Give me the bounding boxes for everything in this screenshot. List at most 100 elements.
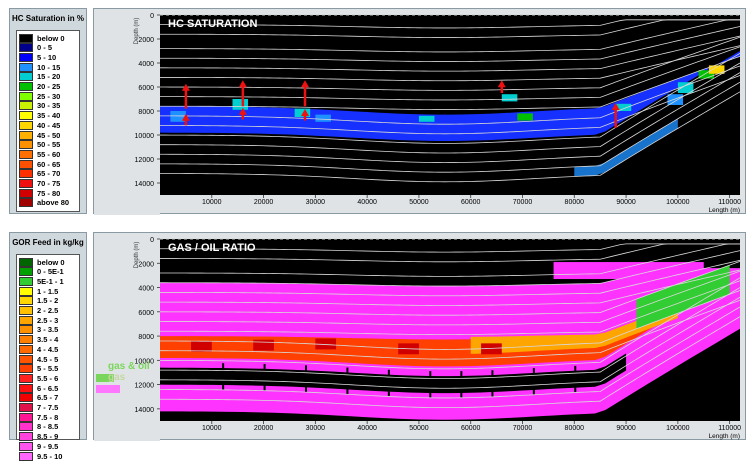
horizon-line <box>159 26 741 62</box>
x-tick-label: 70000 <box>513 199 533 206</box>
horizon-line <box>159 290 741 350</box>
hc-saturation-panel: HC SATURATION Depth (m) 0 2000 4000 6000 8000 1… <box>93 8 746 215</box>
gor-fault-streak <box>532 368 535 395</box>
legend-swatch <box>19 451 33 461</box>
x-tick-label: 60000 <box>461 425 481 432</box>
legend-label: 30 - 35 <box>37 101 61 111</box>
legend-item: 60 - 65 <box>19 159 60 169</box>
gor-gap-layer <box>160 353 627 394</box>
legend-swatch <box>19 422 33 432</box>
y-tick-label: 14000 <box>135 181 155 188</box>
x-tick-label: 70000 <box>513 425 533 432</box>
horizon-line <box>159 270 741 326</box>
migration-arrowhead <box>611 103 620 110</box>
saturation-patch <box>698 70 715 79</box>
legend-swatch <box>19 403 33 412</box>
horizon-line <box>159 35 741 72</box>
saturation-patch <box>418 115 435 122</box>
y-tick-label: 6000 <box>138 310 154 317</box>
legend-swatch <box>19 373 33 383</box>
legend-swatch <box>19 33 33 43</box>
legend-item: 4.5 - 5 <box>19 354 58 364</box>
x-tick-label: 80000 <box>565 199 585 206</box>
legend-item: above 80 <box>19 198 69 208</box>
horizon-line <box>159 280 741 336</box>
legend-swatch <box>19 62 33 72</box>
horizon-line <box>159 19 740 29</box>
legend-item: 0 - 5 <box>19 43 52 53</box>
legend-swatch <box>19 315 33 325</box>
saturation-patch <box>667 94 684 105</box>
saturation-patch <box>708 65 725 74</box>
legend-swatch <box>19 149 33 159</box>
x-tick-label: 50000 <box>409 425 429 432</box>
legend-item: 2.5 - 3 <box>19 315 58 325</box>
legend-item: 70 - 75 <box>19 179 60 189</box>
legend-label: above 80 <box>37 198 70 208</box>
x-tick-label: 50000 <box>409 199 429 206</box>
legend-label: 10 - 15 <box>37 62 61 72</box>
legend-swatch <box>19 354 33 364</box>
legend-label: 1.5 - 2 <box>37 296 59 306</box>
x-tick-label: 30000 <box>306 199 326 206</box>
migration-arrowhead <box>301 80 309 88</box>
hc-saturation-chart: HC SATURATION Depth (m) 0 2000 4000 6000 8000 1… <box>94 9 741 215</box>
horizon-line <box>159 81 741 173</box>
legend-item: 6 - 6.5 <box>19 383 58 393</box>
legend-item: 20 - 25 <box>19 82 60 92</box>
legend-label: 15 - 20 <box>37 72 61 82</box>
migration-arrowhead <box>238 107 247 115</box>
gor-fault-streak <box>387 369 390 397</box>
x-tick-label: 40000 <box>357 425 377 432</box>
y-tick-label: 10000 <box>135 358 155 365</box>
gor-red-patch <box>481 343 502 355</box>
gor-mid-zone <box>470 305 678 354</box>
legend-swatch <box>19 306 33 315</box>
legend-label: 55 - 60 <box>37 149 61 159</box>
horizon-line <box>159 19 740 38</box>
y-axis-label: Depth (m) <box>134 242 140 269</box>
saturation-patch <box>517 113 533 121</box>
y-tick-label: 2000 <box>138 261 154 268</box>
gas-oil-overlay-label: gas & oil <box>108 361 150 372</box>
x-tick-label: 40000 <box>357 199 377 206</box>
migration-arrowhead <box>238 80 247 88</box>
legend-swatch <box>19 179 33 188</box>
horizon-line <box>159 243 740 253</box>
legend-label: 8 - 8.5 <box>37 422 59 432</box>
legend-item: 0 - 5E-1 <box>19 267 64 277</box>
legend-label: 5E-1 - 1 <box>37 276 64 286</box>
legend-item: 25 - 30 <box>19 91 60 101</box>
legend-item: 15 - 20 <box>19 72 60 82</box>
saturation-patch <box>315 114 331 122</box>
legend-label: 8.5 - 9 <box>37 432 59 442</box>
x-axis-label: Length (m) <box>709 433 740 440</box>
legend-swatch <box>19 296 33 306</box>
horizon-line <box>159 316 741 409</box>
horizon-line <box>159 36 741 91</box>
lower-band <box>574 118 678 177</box>
legend-label: 3.5 - 4 <box>37 335 59 345</box>
gor-fault-streak <box>346 367 349 395</box>
legend-swatch <box>19 101 33 111</box>
horizon-line <box>159 259 741 297</box>
legend-label: 1 - 1.5 <box>37 286 59 296</box>
x-tick-label: 90000 <box>616 425 636 432</box>
legend-label: 40 - 45 <box>37 120 61 130</box>
legend-label: 2 - 2.5 <box>37 306 59 315</box>
legend-item: below 0 <box>19 257 65 267</box>
legend-label: 70 - 75 <box>37 179 61 188</box>
x-tick-label: 20000 <box>254 199 274 206</box>
legend-label: 0 - 5E-1 <box>37 267 64 277</box>
legend-item: 1.5 - 2 <box>19 296 58 306</box>
legend-item: 9.5 - 10 <box>19 451 62 461</box>
legend-item: below 0 <box>19 33 65 43</box>
saturation-patch <box>170 111 186 122</box>
legend-label: 9.5 - 10 <box>37 451 63 461</box>
legend-swatch <box>19 159 33 169</box>
y-tick-label: 4000 <box>138 286 154 293</box>
legend-swatch <box>19 198 33 208</box>
legend-label: 2.5 - 3 <box>37 315 59 325</box>
